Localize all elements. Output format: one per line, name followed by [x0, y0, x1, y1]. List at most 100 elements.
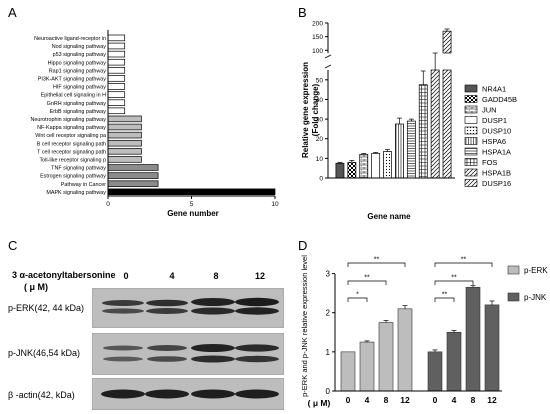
blot-dose-12: 12	[254, 271, 265, 281]
chart-b-legend-label: HSPA1B	[482, 169, 511, 178]
chart-a-bar-1	[107, 42, 126, 50]
chart-d-x-tick-label: 4	[365, 395, 370, 405]
panel-c-western-blot: 3 α-acetonyltabersonine ( μ M) 0 4 8 12 …	[0, 238, 284, 411]
chart-b-legend-swatch-8	[464, 168, 478, 177]
chart-a-category-label: Pathway in Cancer	[61, 182, 106, 188]
chart-a-bar-16	[107, 164, 159, 171]
chart-d-x-tick-label: 0	[346, 395, 351, 405]
chart-b-legend-swatch-6	[464, 147, 478, 156]
chart-a-category-label: PI3K-AKT signaling pathway	[38, 77, 107, 83]
chart-b-legend-swatch-1	[464, 95, 478, 103]
blot-dose-4: 4	[169, 271, 175, 281]
chart-b-legend-label: DUSP10	[482, 127, 511, 136]
chart-a-category-label: Hippo signaling pathway	[48, 60, 107, 66]
chart-a-category-label: Neurotrophin signaling pathway	[30, 117, 106, 123]
chart-b-legend-label: DUSP1	[482, 116, 507, 125]
chart-b-bar-6	[406, 120, 416, 179]
chart-b-legend-label: HSPA6	[482, 137, 506, 146]
chart-d-y-tick-label: 1	[326, 348, 331, 357]
chart-a-bar-12	[107, 131, 142, 139]
blot-bands-p-erk	[102, 297, 279, 315]
chart-b-bar-7	[418, 84, 428, 179]
chart-a-category-label: Toll-like receptor signaling p	[39, 158, 106, 164]
chart-a-x-tick-label: 0	[106, 201, 110, 208]
blot-dose-8: 8	[213, 271, 219, 281]
chart-b-axis-break	[324, 54, 332, 69]
chart-b-y-label-2: (Fold change)	[311, 83, 320, 136]
blot-dose-0: 0	[123, 271, 129, 281]
chart-b-y-tick-label: 20	[316, 136, 324, 143]
chart-b-legend-swatch-9	[464, 179, 478, 187]
chart-b-bar-2	[359, 154, 369, 179]
blot-bands-beta-actin	[101, 389, 279, 399]
chart-d-bar-p-ERK-4	[359, 341, 375, 392]
blot-row-beta-actin	[92, 378, 284, 410]
chart-d-x-unit: ( μ M)	[308, 398, 331, 408]
chart-a-category-label: Neuroactive ligand-receptor in	[34, 36, 106, 42]
chart-a-category-label: HIF signaling pathway	[53, 85, 106, 91]
chart-d-bar-p-JNK-0	[427, 351, 443, 392]
chart-d-legend-swatch-p-JNK	[507, 292, 520, 302]
blot-label-beta-actin: β -actin(42, kDa)	[8, 390, 75, 400]
chart-d-sig-bracket	[434, 280, 474, 285]
chart-a-category-label: ErbB signaling pathway	[50, 109, 107, 115]
chart-b-legend-swatch-4	[464, 126, 478, 135]
chart-a-pathways: Neuroactive ligand-receptor in Nod signal…	[30, 30, 279, 218]
chart-b-legend-label: DUSP16	[482, 179, 511, 188]
chart-b-y-tick-label: 0	[319, 176, 323, 183]
chart-a-bar-5	[107, 75, 126, 82]
chart-d-sig-bracket	[434, 297, 455, 302]
chart-b-x-label: Gene name	[367, 212, 411, 221]
chart-a-category-label: Wnt cell receptor signaling pa	[35, 133, 106, 139]
chart-a-bar-17	[107, 172, 159, 179]
panel-letter-c: C	[8, 238, 18, 253]
chart-d-sig-mark: **	[461, 257, 467, 264]
chart-a-bar-14	[107, 148, 142, 155]
chart-d-sig-bracket	[347, 280, 387, 285]
chart-a-category-label: T cell receptor signaling path	[37, 149, 106, 155]
chart-a-bar-11	[107, 123, 142, 131]
chart-a-x-label: Gene number	[167, 209, 219, 218]
panel-letter-a: A	[8, 5, 17, 20]
blot-label-p-erk: p-ERK(42, 44 kDa)	[8, 303, 85, 313]
chart-a-category-label: p53 signaling pathway	[53, 52, 107, 58]
chart-b-bar-5	[395, 123, 404, 179]
chart-a-bar-15	[107, 156, 142, 163]
chart-d-x-tick-label: 8	[471, 395, 476, 405]
chart-d-y-tick-label: 3	[326, 270, 331, 279]
chart-d-x-tick-label: 4	[452, 395, 457, 405]
chart-d-x-tick-label: 0	[433, 395, 438, 405]
chart-d-sig-bracket	[347, 262, 406, 267]
chart-a-category-label: Epithelial cell signaling in H	[41, 93, 106, 99]
chart-a-category-label: Nod signaling pathway	[52, 44, 107, 50]
blot-bands-p-jnk	[103, 344, 279, 363]
chart-d-sig-mark: **	[374, 257, 380, 264]
chart-b-bar-8	[430, 69, 440, 179]
chart-b-legend-label: JUN	[482, 106, 497, 115]
blot-row-p-jnk	[92, 333, 284, 375]
chart-d-sig-mark: **	[451, 275, 457, 282]
chart-b-y-label-1: Relative gene expression	[301, 62, 310, 158]
chart-a-category-label: GnRH signaling pathway	[47, 101, 107, 107]
chart-b-bar-upper-9	[442, 30, 452, 54]
chart-a-bar-0	[107, 34, 126, 42]
chart-a-category-label: NF-Kappa signaling pathway	[37, 125, 106, 131]
chart-a-category-label: Estrogen signaling pathway	[40, 174, 106, 180]
blot-row-p-erk	[92, 288, 284, 328]
chart-b-y-tick-label: 40	[316, 97, 324, 104]
chart-a-bar-19	[107, 188, 276, 196]
chart-d-x-tick-label: 8	[384, 395, 389, 405]
chart-a-bar-10	[107, 115, 142, 123]
chart-d-bar-p-JNK-8	[465, 286, 481, 392]
chart-a-bar-6	[107, 83, 126, 90]
blot-treatment-label: 3 α-acetonyltabersonine	[12, 270, 116, 280]
chart-a-bar-3	[107, 58, 126, 66]
chart-b-bar-4	[383, 151, 392, 179]
chart-d-y-label: p-ERK and p-JNK relative expression leve…	[300, 255, 309, 397]
chart-a-bar-2	[107, 50, 126, 58]
chart-a-bar-13	[107, 139, 142, 147]
chart-d-legend-label: p-JNK	[524, 293, 547, 302]
chart-a-category-label: TNF signaling pathway	[51, 166, 106, 172]
